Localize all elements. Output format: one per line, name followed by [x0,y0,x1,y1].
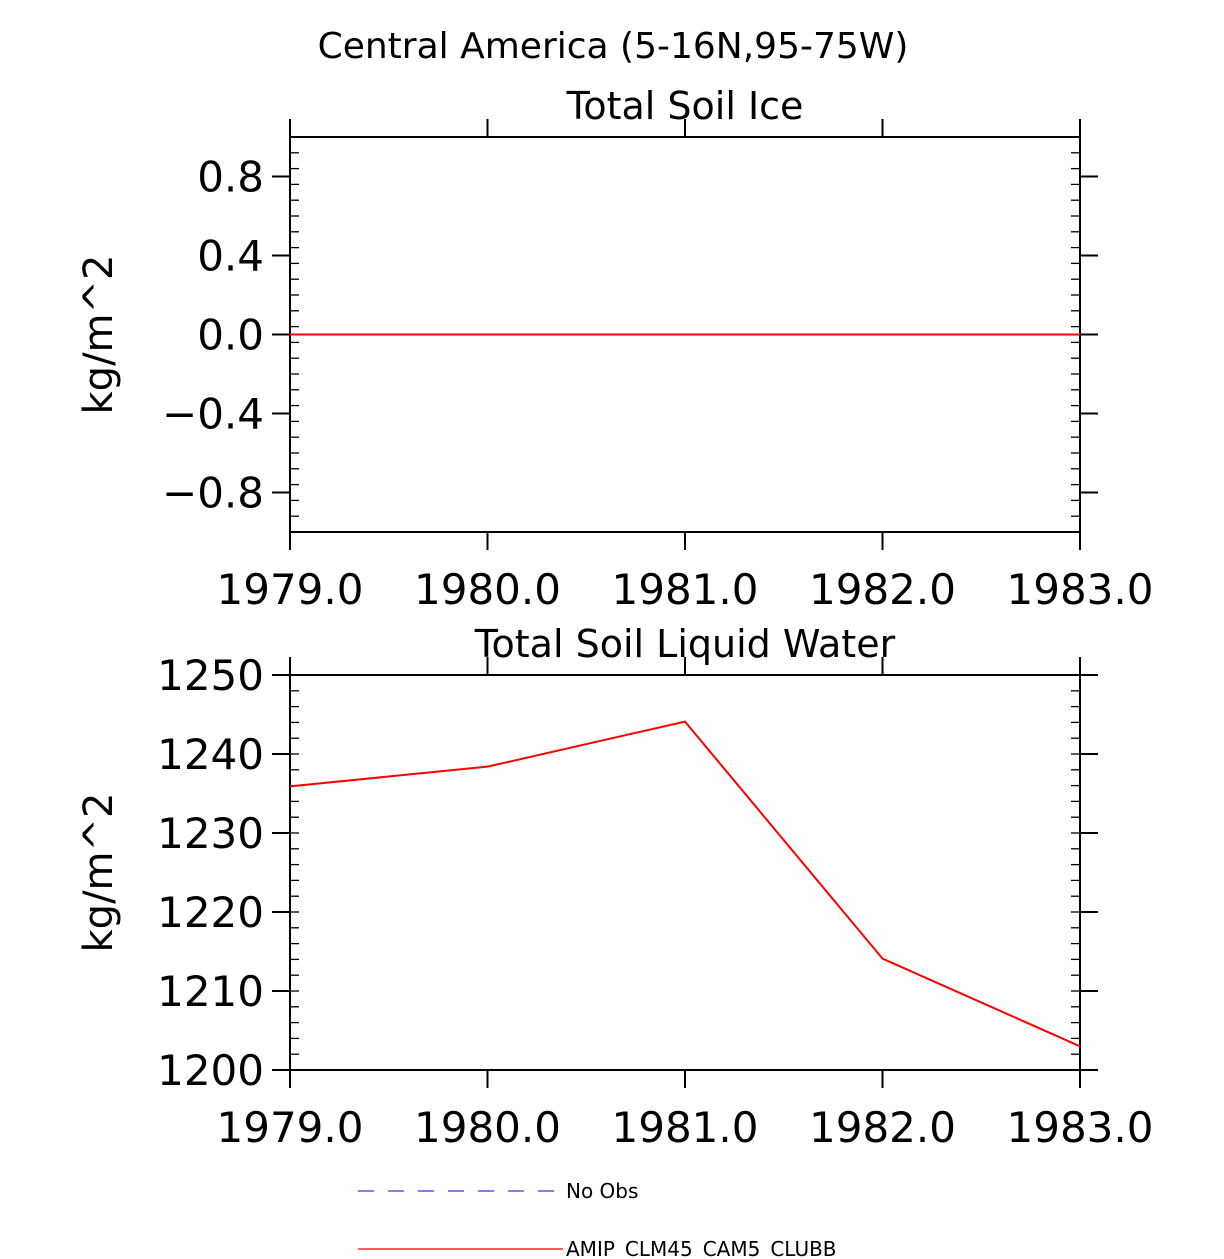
series-line [289,720,1081,1048]
legend: No Obs AMIP_CLM45_CAM5_CLUBB [358,1179,837,1259]
data-point [881,958,884,960]
y-tick-label: 1210 [157,967,264,1016]
chart-title: Total Soil Liquid Water [474,622,896,666]
x-tick-label: 1982.0 [809,565,956,614]
data-point [486,333,489,336]
x-tick-label: 1980.0 [414,1103,561,1152]
plot-frame [289,674,1081,1071]
y-axis-label: kg/m^2 [76,793,122,953]
y-tick-label: 0.8 [197,153,264,202]
x-tick-label: 1980.0 [414,565,561,614]
y-tick-label: −0.4 [162,390,264,439]
x-tick-label: 1979.0 [217,565,364,614]
y-tick-label: −0.8 [162,469,264,518]
x-tick-label: 1982.0 [809,1103,956,1152]
data-point [684,721,686,723]
y-tick-label: 1230 [157,809,264,858]
data-point [289,785,291,787]
y-tick-label: 1250 [157,651,264,700]
x-tick-label: 1981.0 [612,1103,759,1152]
legend-label: AMIP_CLM45_CAM5_CLUBB [566,1237,837,1259]
x-tick-label: 1983.0 [1007,1103,1154,1152]
figure-title: Central America (5-16N,95-75W) [318,26,909,67]
y-tick-label: 1240 [157,730,264,779]
data-point [289,333,291,336]
x-tick-label: 1983.0 [1007,565,1154,614]
data-point [1079,1045,1081,1047]
data-point [684,333,686,336]
y-tick-label: 0.4 [197,232,264,281]
y-tick-label: 1220 [157,888,264,937]
legend-label: No Obs [566,1179,638,1203]
chart-total-soil-liquid-water: 1979.0 1980.0 1981.0 1982.0 1983.0 1250 1240 12… [76,622,1153,1152]
x-tick-label: 1981.0 [612,565,759,614]
x-tick-label: 1979.0 [217,1103,364,1152]
data-point [486,766,489,768]
data-point [1079,333,1081,336]
y-tick-label: 1200 [157,1046,264,1095]
chart-title: Total Soil Ice [566,84,804,128]
data-point [881,333,884,336]
chart-total-soil-ice: 1979.0 1980.0 1981.0 1982.0 1983.0 0.8 0.4 0.0 −… [76,84,1153,614]
y-tick-label: 0.0 [197,311,264,360]
y-axis-label: kg/m^2 [76,255,122,415]
